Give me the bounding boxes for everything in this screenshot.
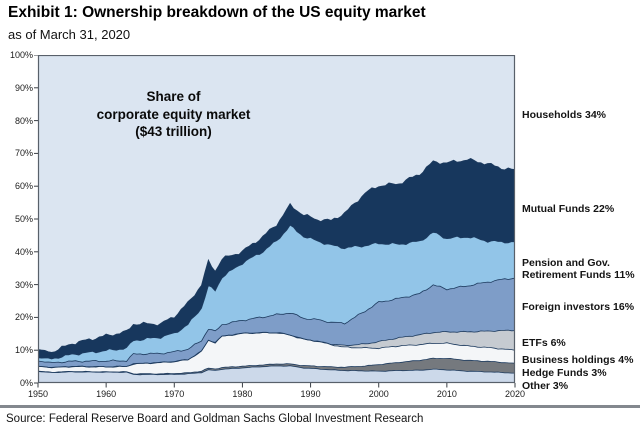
divider-rule (0, 405, 640, 408)
y-axis-label: 50% (14, 214, 33, 224)
y-axis-label: 40% (14, 246, 33, 257)
y-axis-label: 80% (14, 115, 33, 126)
chart-annotation: Share of corporate equity market ($43 tr… (76, 88, 271, 141)
y-axis-label: 60% (14, 181, 33, 192)
business-holdings-area (38, 332, 515, 375)
mutual-funds-boundary-line (37, 158, 516, 353)
annotation-line-1: Share of (146, 89, 201, 104)
x-axis-label: 2000 (368, 389, 389, 399)
plot-frame (37, 55, 516, 384)
y-axis-label: 0% (19, 378, 33, 388)
series-label-other: Other 3% (522, 379, 569, 392)
y-axis-label: 30% (14, 279, 33, 290)
exhibit-subtitle: as of March 31, 2020 (8, 27, 131, 42)
etfs-area (38, 330, 515, 368)
x-axis-label: 1950 (27, 389, 49, 399)
series-label-etfs: ETFs 6% (522, 337, 566, 350)
etfs-boundary-line (37, 329, 516, 368)
source-note: Source: Federal Reserve Board and Goldma… (6, 413, 424, 425)
pension-funds-area (38, 225, 515, 363)
series-label-hedge-funds: Hedge Funds 3% (522, 366, 607, 379)
foreign-investors-area (38, 278, 515, 368)
x-axis-label: 1960 (96, 389, 117, 399)
series-label-foreign-investors: Foreign investors 16% (522, 301, 635, 314)
x-axis-label: 2020 (504, 389, 526, 399)
x-axis-label: 1980 (232, 389, 253, 399)
y-axis-label: 20% (14, 312, 33, 323)
mutual-funds-area (38, 158, 515, 359)
foreign-investors-boundary-line (37, 277, 516, 364)
y-axis-label: 90% (14, 82, 33, 93)
pension-funds-boundary-line (37, 224, 516, 360)
series-label-households: Households 34% (522, 109, 607, 122)
other-area (38, 365, 515, 383)
y-axis-label: 10% (14, 345, 33, 356)
stacked-area-chart (34, 55, 516, 388)
y-axis-label: 100% (9, 50, 33, 60)
x-axis-label: 2010 (436, 389, 457, 399)
x-axis-label: 1970 (164, 389, 185, 399)
series-label-business-holdings: Business holdings 4% (522, 353, 634, 366)
y-axis-label: 70% (14, 148, 33, 159)
series-label-pension-funds: Pension and Gov. Retirement Funds 11% (522, 257, 635, 281)
x-axis-label: 1990 (300, 389, 321, 399)
exhibit-title: Exhibit 1: Ownership breakdown of the US… (8, 4, 426, 21)
series-label-mutual-funds: Mutual Funds 22% (522, 202, 615, 215)
hedge-funds-area (38, 358, 515, 375)
annotation-line-2: corporate equity market (96, 106, 251, 122)
hedge-funds-boundary-line (37, 357, 516, 375)
series-labels: Households 34% Mutual Funds 22% Pension an… (522, 0, 640, 441)
annotation-line-3: ($43 trillion) (135, 124, 212, 140)
